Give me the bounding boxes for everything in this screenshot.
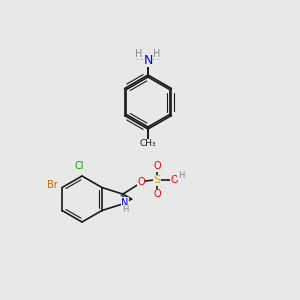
Text: N: N [144, 54, 152, 64]
Text: H: H [135, 49, 143, 59]
Text: Br: Br [47, 179, 58, 190]
Text: S: S [153, 175, 161, 185]
Text: CH₃: CH₃ [140, 140, 156, 149]
Text: O: O [137, 177, 145, 187]
Text: H: H [178, 171, 184, 180]
Text: N: N [121, 198, 128, 208]
Text: O: O [153, 189, 160, 199]
Text: H: H [136, 52, 144, 62]
Text: O: O [170, 175, 178, 185]
Text: CH₃: CH₃ [140, 140, 156, 148]
Text: H: H [152, 52, 160, 62]
Text: H: H [122, 206, 128, 214]
Text: Cl: Cl [74, 161, 84, 171]
Text: O: O [153, 161, 160, 171]
Text: N: N [143, 53, 153, 67]
Text: H: H [153, 49, 161, 59]
